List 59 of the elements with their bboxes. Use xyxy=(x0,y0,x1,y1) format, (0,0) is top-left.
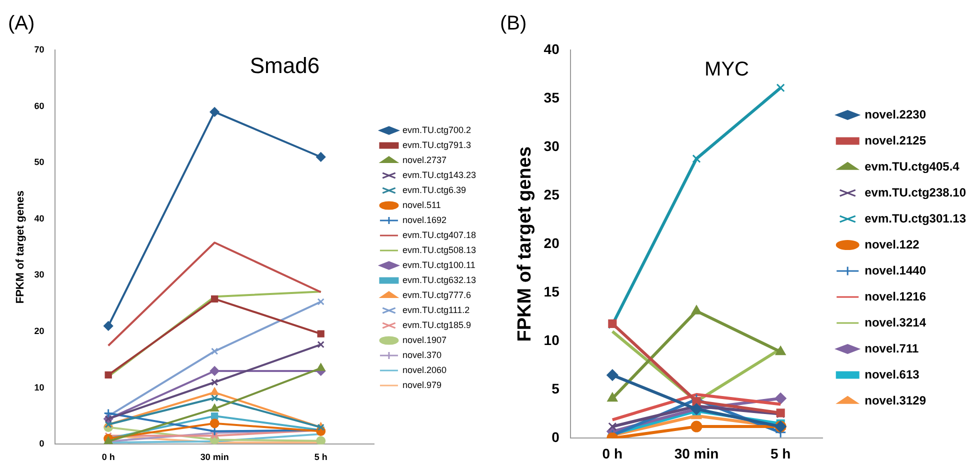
legend-label: evm.TU.ctg407.18 xyxy=(402,230,476,240)
legend-label: novel.2737 xyxy=(402,154,447,165)
y-tick-label: 50 xyxy=(34,157,44,168)
y-tick-label: 40 xyxy=(544,40,560,57)
legend-label: novel.613 xyxy=(864,367,920,382)
y-tick-label: 70 xyxy=(34,44,44,54)
text: MYC xyxy=(704,58,749,81)
y-tick-label: 20 xyxy=(544,234,560,251)
legend-label: novel.1216 xyxy=(864,289,926,304)
text: (B) xyxy=(500,12,527,35)
y-tick-label: 20 xyxy=(34,326,44,336)
y-tick-label: 40 xyxy=(34,213,44,224)
y-tick-label: 0 xyxy=(39,438,44,449)
x-tick-label: 5 h xyxy=(314,452,328,462)
legend-label: evm.TU.ctg632.13 xyxy=(402,274,476,285)
y-tick-label: 60 xyxy=(34,100,44,111)
y-tick-label: 15 xyxy=(544,283,560,300)
legend-label: novel.711 xyxy=(864,341,919,356)
x-tick-label: 0 h xyxy=(602,445,623,462)
x-tick-label: 5 h xyxy=(770,445,791,462)
y-tick-label: 30 xyxy=(544,138,560,154)
x-tick-label: 30 min xyxy=(674,445,719,462)
legend-label: novel.122 xyxy=(864,237,920,252)
legend-label: evm.TU.ctg111.2 xyxy=(402,304,470,315)
y-tick-label: 35 xyxy=(544,89,560,106)
legend-label: evm.TU.ctg185.9 xyxy=(402,320,471,330)
legend-label: novel.511 xyxy=(402,200,441,210)
y-tick-label: 30 xyxy=(34,270,44,280)
legend-label: evm.TU.ctg777.6 xyxy=(402,290,471,300)
legend-label: novel.1692 xyxy=(402,214,447,225)
legend-label: evm.TU.ctg301.13 xyxy=(864,211,966,226)
legend-label: evm.TU.ctg791.3 xyxy=(402,140,471,150)
legend-label: novel.2060 xyxy=(402,364,447,375)
y-tick-label: 10 xyxy=(544,332,560,348)
legend-label: evm.TU.ctg100.11 xyxy=(402,260,476,270)
legend-label: novel.979 xyxy=(402,380,442,390)
legend-label: evm.TU.ctg238.10 xyxy=(864,185,966,200)
y-tick-label: 25 xyxy=(544,186,560,202)
text: (A) xyxy=(8,12,35,35)
legend-label: evm.TU.ctg6.39 xyxy=(402,184,466,195)
legend-label: novel.370 xyxy=(402,350,442,360)
legend-label: novel.1907 xyxy=(402,334,447,345)
legend-label: evm.TU.ctg700.2 xyxy=(402,124,471,135)
legend-label: evm.TU.ctg405.4 xyxy=(864,159,960,174)
chart-title: Smad6 xyxy=(250,53,320,78)
legend-label: evm.TU.ctg508.13 xyxy=(402,244,476,255)
x-tick-label: 0 h xyxy=(102,452,115,462)
x-tick-label: 30 min xyxy=(200,452,229,462)
legend-label: novel.1440 xyxy=(864,263,926,278)
legend-label: novel.2230 xyxy=(864,107,926,122)
legend-label: evm.TU.ctg143.23 xyxy=(402,170,476,180)
y-axis-title: FPKM of target genes xyxy=(14,190,27,304)
y-tick-label: 5 xyxy=(552,380,560,397)
y-axis-title: FPKM of target genes xyxy=(514,146,536,342)
legend-label: novel.3214 xyxy=(864,315,926,330)
legend-label: novel.3129 xyxy=(864,393,926,408)
y-tick-label: 0 xyxy=(552,429,560,446)
y-tick-label: 10 xyxy=(34,382,44,392)
legend-label: novel.2125 xyxy=(864,133,926,148)
